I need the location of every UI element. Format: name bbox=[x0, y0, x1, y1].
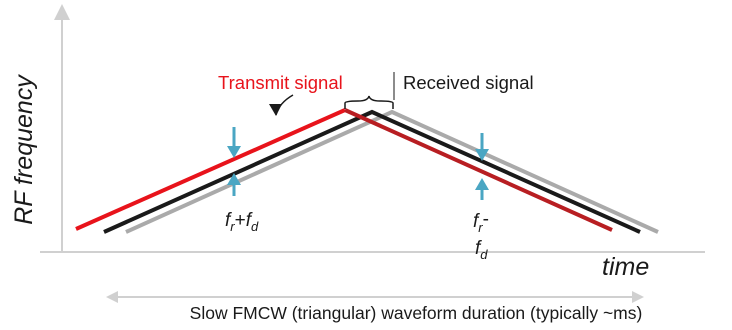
beat-frequency-sum-label: fr+fd bbox=[225, 210, 259, 234]
beat-frequency-diff-label: fr- bbox=[473, 209, 489, 235]
received-signal-line bbox=[125, 109, 659, 234]
curved-arrow-head-icon bbox=[269, 104, 282, 116]
transmit-signal-rising-line bbox=[75, 108, 346, 231]
duration-arrow-left-icon bbox=[106, 291, 118, 303]
received-signal-label: Received signal bbox=[403, 72, 534, 93]
transmit-signal-label: Transmit signal bbox=[218, 72, 343, 93]
beat-arrow-up-ramp-bottom-icon bbox=[227, 173, 241, 196]
duration-label: Slow FMCW (triangular) waveform duration… bbox=[190, 303, 643, 323]
x-axis-label: time bbox=[602, 253, 649, 281]
duration-arrow-right-icon bbox=[632, 291, 644, 303]
delay-bracket bbox=[344, 95, 394, 109]
y-axis-label: RF frequency bbox=[10, 74, 38, 225]
delayed-signal-line bbox=[103, 109, 641, 234]
beat-frequency-diff-label-line2: fd bbox=[475, 238, 488, 262]
transmit-signal-falling-line bbox=[344, 108, 613, 232]
beat-arrow-up-ramp-top-icon bbox=[227, 127, 241, 158]
beat-arrow-down-ramp-top-icon bbox=[475, 133, 489, 161]
beat-arrow-down-ramp-bottom-icon bbox=[475, 178, 489, 200]
